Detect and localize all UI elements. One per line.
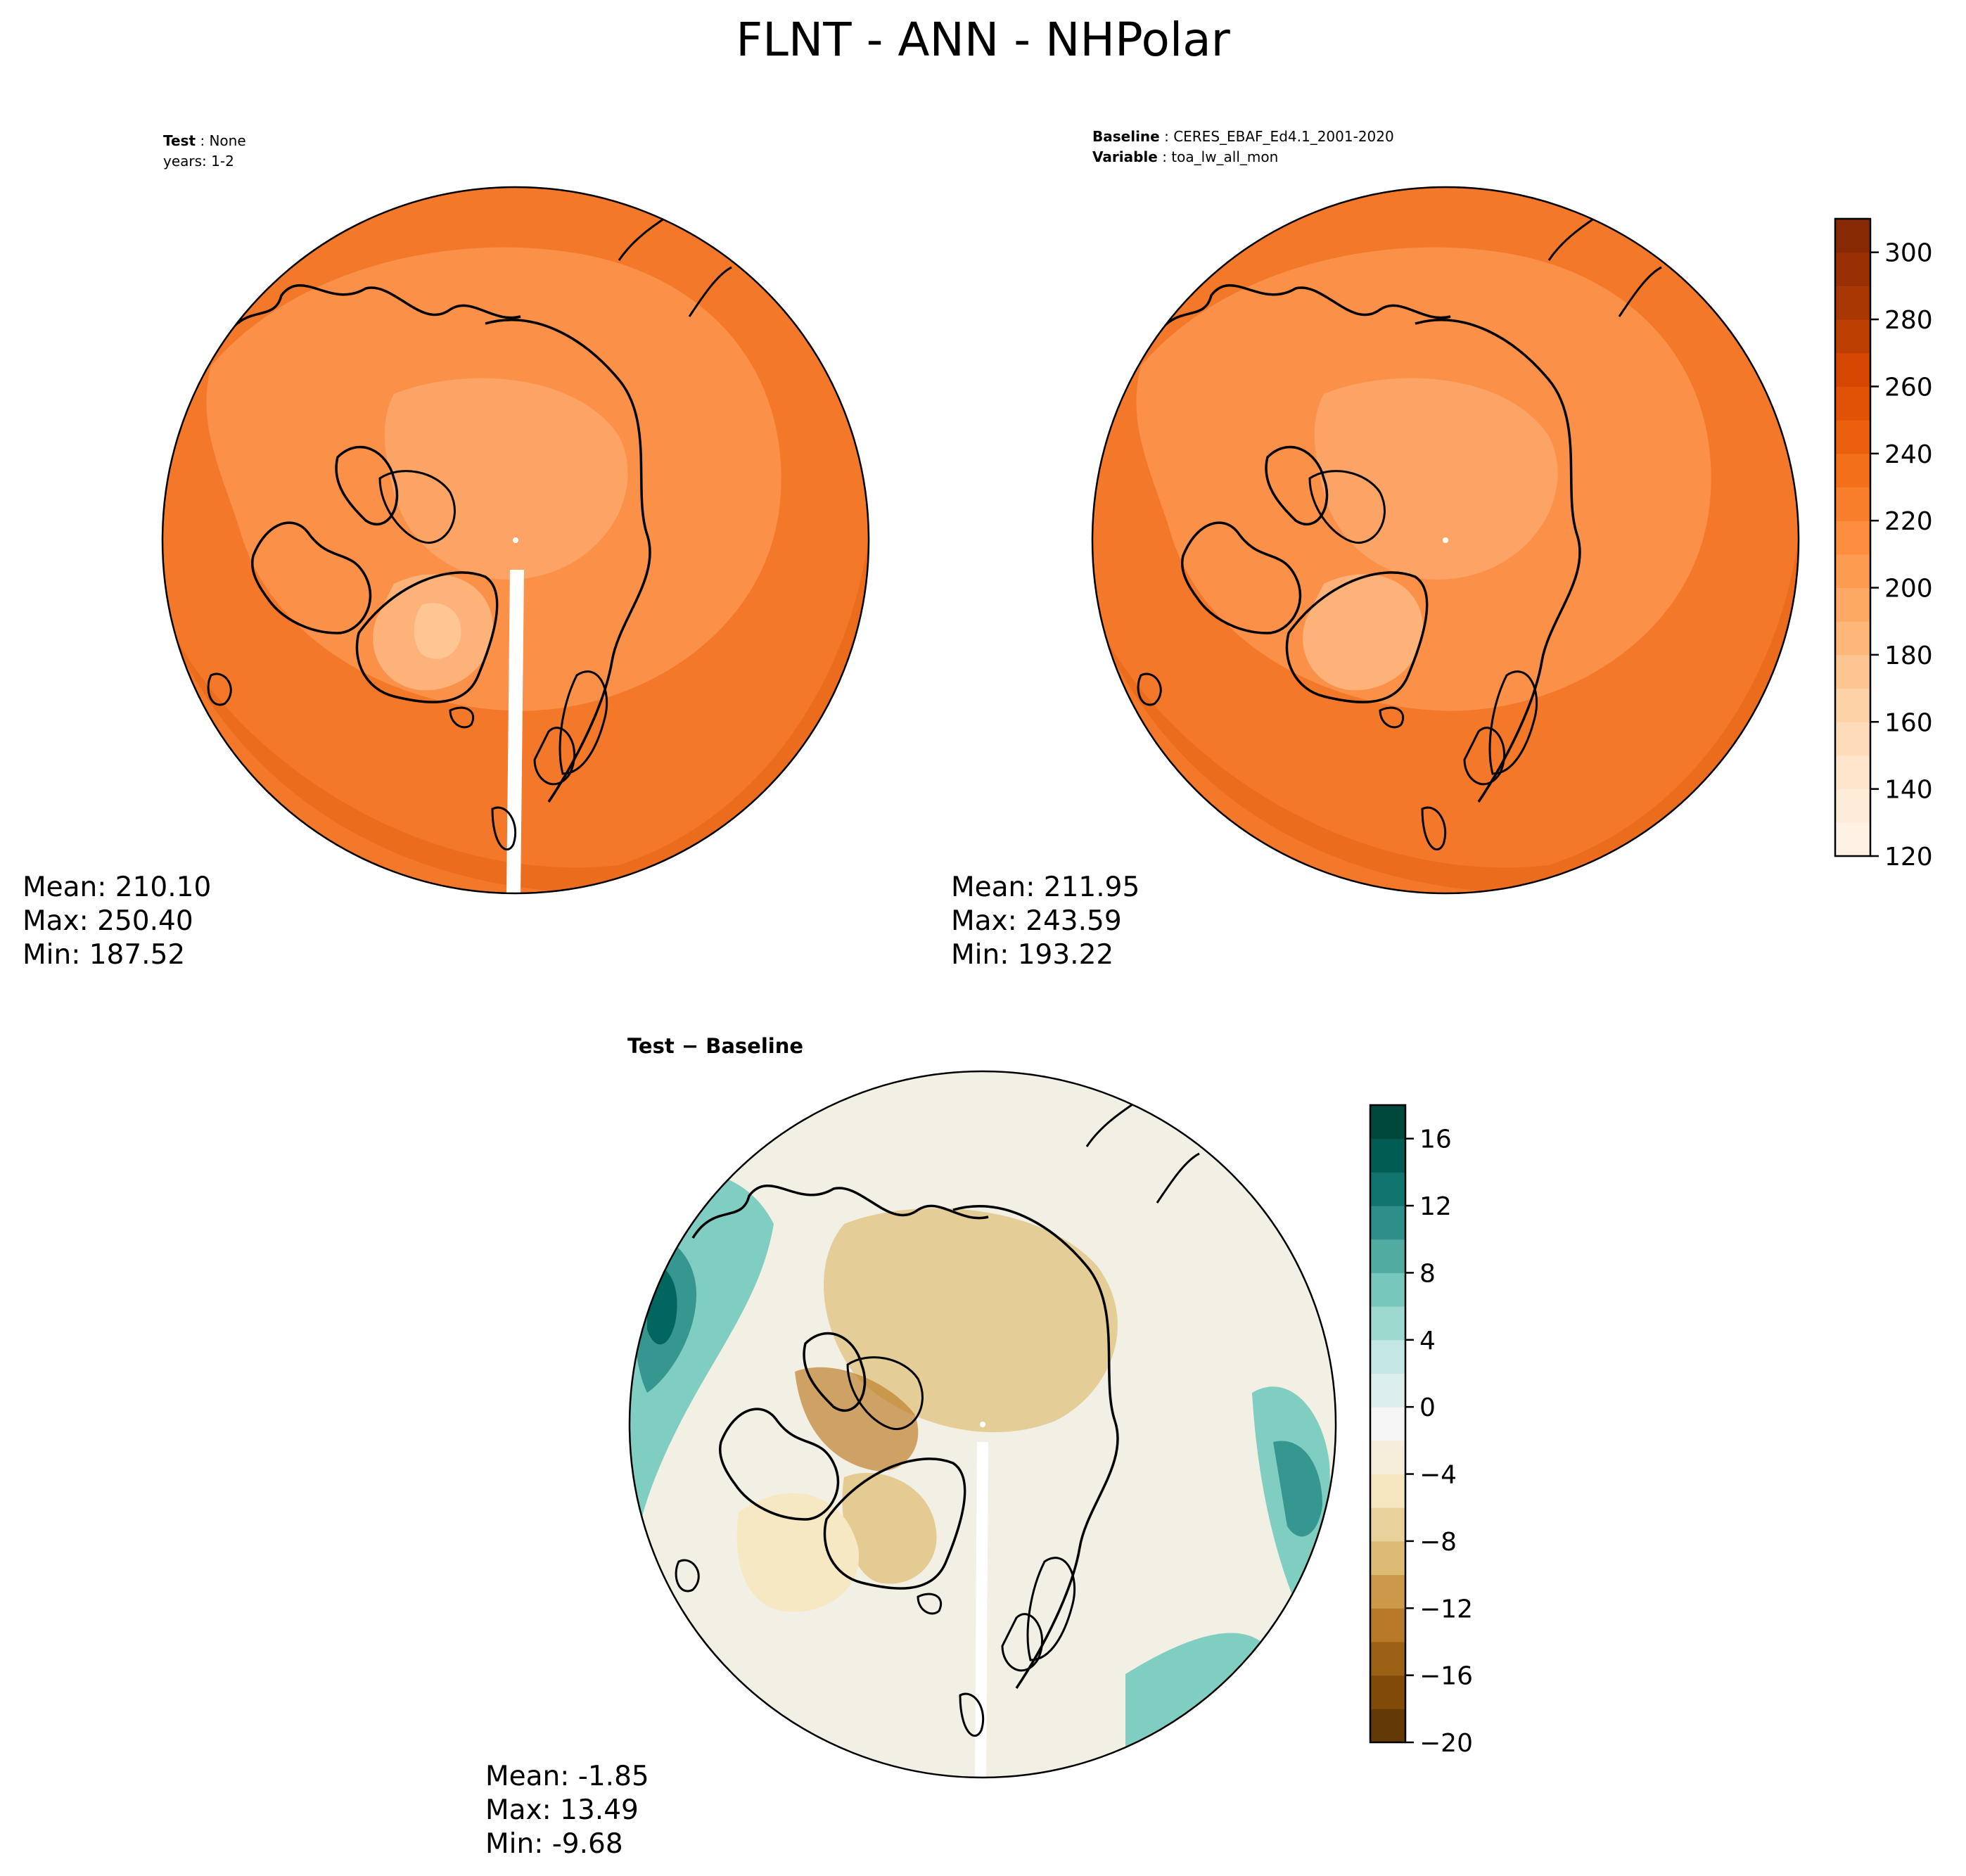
- top-colorbar-tick-label: 120: [1884, 843, 1933, 872]
- baseline-max: Max: 243.59: [951, 905, 1122, 937]
- diff-colorbar-frame: [1369, 1104, 1407, 1744]
- test-map-boundary: [161, 186, 870, 895]
- colorbar-top: 120 140 160 180 200 220 240 260 280 300: [1834, 217, 1933, 872]
- diff-colorbar-tick-label: −8: [1419, 1528, 1457, 1557]
- diff-colorbar-band: [1370, 1574, 1405, 1609]
- diff-colorbar-tick-label: −12: [1419, 1595, 1473, 1623]
- top-colorbar-tick-label: 220: [1884, 507, 1933, 536]
- top-colorbar-band: [1835, 789, 1870, 823]
- top-colorbar-frame: [1834, 217, 1872, 857]
- diff-colorbar-band: [1370, 1440, 1405, 1475]
- top-colorbar-band: [1835, 722, 1870, 756]
- top-colorbar-band: [1835, 286, 1870, 320]
- top-colorbar-band: [1835, 252, 1870, 286]
- test-panel-title: Test : None years: 1-2: [163, 131, 246, 172]
- diff-missing-data-wedge: [975, 1442, 988, 1778]
- baseline-stats: Mean: 211.95 Max: 243.59 Min: 193.22: [951, 871, 1140, 972]
- diff-colorbar-band: [1370, 1675, 1405, 1709]
- top-colorbar-band: [1835, 386, 1870, 421]
- test-stats: Mean: 210.10 Max: 250.40 Min: 187.52: [23, 871, 211, 972]
- diff-map-boundary: [628, 1070, 1337, 1779]
- test-map: [161, 186, 870, 895]
- top-colorbar-band: [1835, 621, 1870, 656]
- diff-map: [628, 1070, 1337, 1779]
- diff-colorbar-tick-label: −20: [1419, 1729, 1473, 1758]
- baseline-min: Min: 193.22: [951, 939, 1114, 971]
- diff-colorbar-tick-label: 0: [1419, 1393, 1436, 1422]
- diff-colorbar-band: [1370, 1709, 1405, 1743]
- top-colorbar-band: [1835, 822, 1870, 857]
- diff-colorbar-tick-label: 16: [1419, 1125, 1452, 1154]
- top-colorbar-band: [1835, 554, 1870, 589]
- diff-colorbar-tick-label: 12: [1419, 1192, 1452, 1221]
- baseline-map: [1091, 186, 1800, 895]
- diff-colorbar-band: [1370, 1474, 1405, 1508]
- test-mean: Mean: 210.10: [23, 872, 212, 903]
- diff-colorbar-band: [1370, 1339, 1405, 1374]
- diff-stats: Mean: -1.85 Max: 13.49 Min: -9.68: [485, 1760, 649, 1861]
- top-colorbar-band: [1835, 487, 1870, 521]
- colorbar-diff: −20 −16 −12 −8 −4 0 4 8 12 16: [1369, 1104, 1473, 1758]
- top-colorbar-band: [1835, 587, 1870, 622]
- diff-colorbar-band: [1370, 1239, 1405, 1273]
- figure-title: FLNT - ANN - NHPolar: [736, 13, 1230, 67]
- diff-colorbar-tick-label: 8: [1419, 1259, 1436, 1288]
- diff-colorbar-band: [1370, 1507, 1405, 1542]
- top-colorbar-band: [1835, 219, 1870, 253]
- diff-colorbar-band: [1370, 1373, 1405, 1408]
- top-colorbar-tick-label: 260: [1884, 373, 1933, 402]
- test-max: Max: 250.40: [23, 905, 193, 937]
- top-colorbar-band: [1835, 352, 1870, 387]
- diff-colorbar-band: [1370, 1641, 1405, 1676]
- diff-colorbar-band: [1370, 1407, 1405, 1441]
- top-colorbar-tick-label: 160: [1884, 708, 1933, 737]
- test-subtitle: years: 1-2: [163, 153, 234, 170]
- top-colorbar-band: [1835, 688, 1870, 722]
- diff-min: Min: -9.68: [485, 1828, 623, 1860]
- diff-colorbar-tick-label: −4: [1419, 1461, 1457, 1490]
- test-min: Min: 187.52: [23, 939, 186, 971]
- baseline-mean: Mean: 211.95: [951, 872, 1140, 903]
- diff-colorbar-band: [1370, 1105, 1405, 1140]
- test-title-label: Test: [163, 132, 196, 149]
- top-colorbar-band: [1835, 654, 1870, 689]
- diff-mean: Mean: -1.85: [485, 1761, 649, 1792]
- diff-colorbar-band: [1370, 1138, 1405, 1173]
- diff-colorbar-band: [1370, 1540, 1405, 1576]
- top-colorbar-band: [1835, 319, 1870, 354]
- top-colorbar-band: [1835, 521, 1870, 555]
- diff-colorbar-tick-label: 4: [1419, 1327, 1436, 1355]
- baseline-variable-value: toa_lw_all_mon: [1171, 148, 1279, 165]
- baseline-variable-label: Variable: [1092, 148, 1158, 165]
- diff-panel-title: Test − Baseline: [627, 1034, 804, 1058]
- diff-colorbar-band: [1370, 1608, 1405, 1642]
- diff-colorbar-tick-label: −16: [1419, 1662, 1473, 1691]
- diff-max: Max: 13.49: [485, 1794, 639, 1826]
- top-colorbar-band: [1835, 420, 1870, 454]
- top-colorbar-band: [1835, 755, 1870, 790]
- diff-colorbar-band: [1370, 1206, 1405, 1240]
- diff-colorbar-band: [1370, 1272, 1405, 1307]
- top-colorbar-tick-label: 180: [1884, 642, 1933, 670]
- top-colorbar-tick-label: 140: [1884, 776, 1933, 805]
- diff-colorbar-band: [1370, 1172, 1405, 1206]
- baseline-map-boundary: [1091, 186, 1800, 895]
- top-colorbar-tick-label: 280: [1884, 306, 1933, 335]
- baseline-title-label: Baseline: [1092, 128, 1160, 145]
- top-colorbar-tick-label: 200: [1884, 575, 1933, 604]
- top-colorbar-tick-label: 300: [1884, 239, 1933, 268]
- top-colorbar-band: [1835, 453, 1870, 487]
- baseline-panel-title: Baseline : CERES_EBAF_Ed4.1_2001-2020 Va…: [1092, 128, 1394, 165]
- baseline-title-value: CERES_EBAF_Ed4.1_2001-2020: [1173, 128, 1394, 145]
- top-colorbar-tick-label: 240: [1884, 440, 1933, 469]
- diff-colorbar-band: [1370, 1306, 1405, 1341]
- test-title-value: None: [209, 132, 246, 149]
